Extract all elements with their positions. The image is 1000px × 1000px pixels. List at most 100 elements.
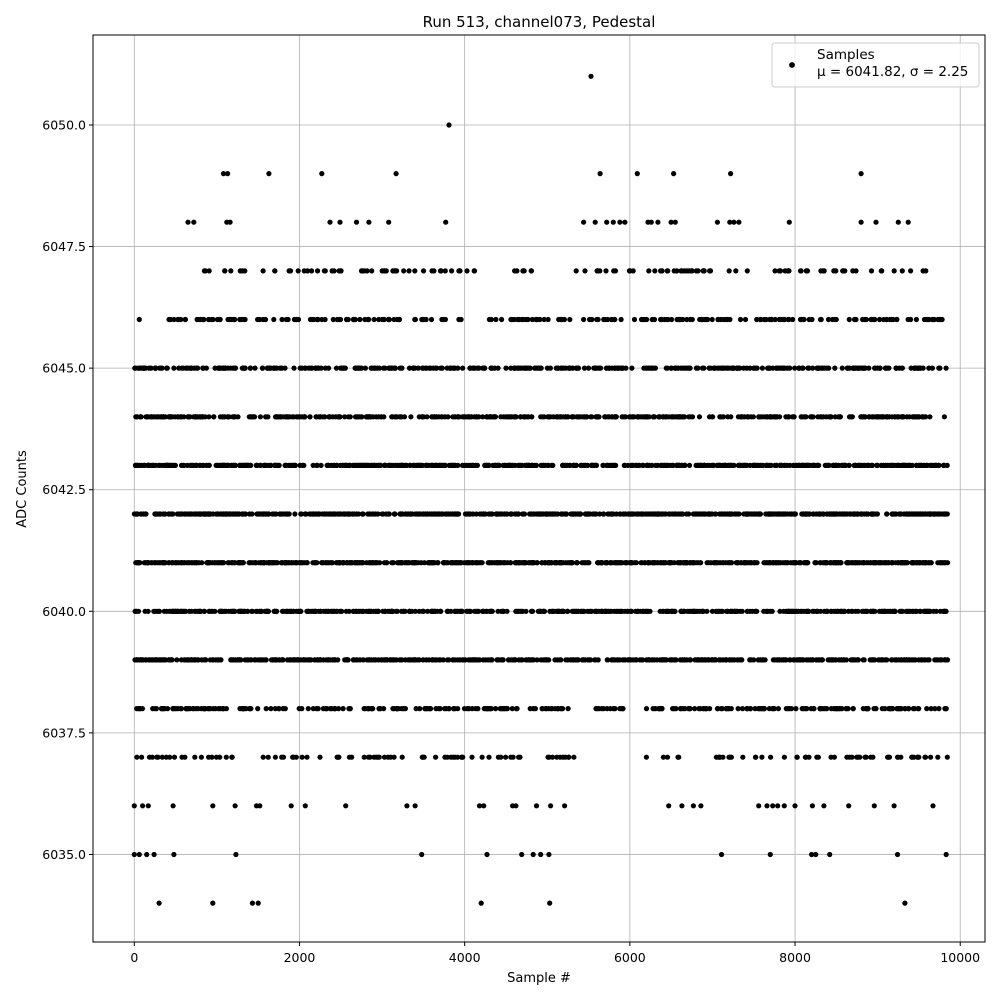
data-point — [827, 851, 833, 858]
data-point — [166, 560, 172, 566]
data-point — [346, 608, 352, 614]
data-point — [448, 608, 454, 614]
data-point — [582, 560, 588, 566]
data-point — [671, 268, 677, 274]
data-point — [220, 706, 226, 712]
data-point — [206, 754, 212, 760]
data-point — [767, 560, 773, 566]
data-point — [894, 851, 901, 858]
data-point — [508, 754, 514, 760]
data-point — [839, 365, 845, 371]
data-point — [253, 560, 259, 566]
data-point — [758, 414, 764, 420]
legend-stats: μ = 6041.82, σ = 2.25 — [817, 64, 968, 80]
data-point — [702, 511, 708, 517]
data-point — [467, 608, 473, 614]
data-point — [132, 365, 138, 371]
data-point — [279, 316, 285, 323]
data-point — [206, 268, 212, 274]
data-point — [546, 851, 552, 858]
data-point — [751, 511, 757, 517]
data-point — [274, 414, 280, 420]
data-point — [235, 414, 241, 420]
data-point — [841, 462, 848, 468]
data-point — [401, 414, 408, 420]
data-point — [824, 365, 830, 371]
data-point — [200, 365, 206, 371]
data-point — [615, 657, 621, 663]
data-point — [516, 657, 522, 663]
data-point — [558, 560, 565, 566]
data-point — [315, 268, 321, 274]
data-point — [473, 608, 479, 614]
data-point — [472, 414, 478, 420]
data-point — [389, 560, 395, 566]
data-point — [486, 754, 492, 760]
y-axis-ticks: 6035.06037.56040.06042.56045.06047.56050… — [42, 117, 93, 862]
data-point — [655, 560, 661, 566]
data-point — [282, 706, 288, 712]
data-point — [356, 608, 362, 614]
data-point — [629, 462, 636, 468]
data-point — [212, 608, 218, 614]
data-point — [507, 560, 514, 566]
data-point — [207, 657, 213, 663]
data-point — [685, 365, 691, 371]
data-point — [394, 560, 400, 566]
data-point — [695, 657, 701, 663]
data-point — [777, 268, 784, 274]
legend-marker — [789, 62, 795, 68]
data-point — [926, 316, 932, 323]
data-point — [314, 511, 320, 517]
data-point — [426, 657, 432, 663]
data-point — [605, 657, 611, 663]
data-point — [484, 851, 490, 858]
data-point — [942, 657, 949, 663]
data-point — [828, 414, 834, 420]
data-point — [828, 511, 835, 517]
data-point — [229, 754, 235, 760]
data-point — [478, 900, 484, 906]
data-point — [768, 316, 774, 323]
data-point — [406, 608, 412, 614]
data-point — [619, 706, 625, 712]
data-point — [541, 316, 547, 323]
data-point — [856, 462, 862, 468]
data-point — [134, 511, 140, 517]
data-point — [338, 608, 344, 614]
data-point — [853, 316, 859, 323]
data-point — [520, 511, 526, 517]
data-point — [842, 608, 848, 614]
data-point — [644, 511, 650, 517]
data-point — [464, 268, 470, 274]
data-point — [823, 608, 830, 614]
data-point — [894, 657, 900, 663]
data-point — [645, 608, 651, 614]
data-point — [239, 462, 245, 468]
data-point — [939, 316, 945, 323]
data-point — [248, 657, 254, 663]
data-point — [319, 316, 325, 323]
data-point — [828, 706, 834, 712]
data-point — [162, 511, 168, 517]
data-point — [463, 462, 469, 468]
data-point — [727, 754, 733, 760]
data-point — [701, 462, 708, 468]
data-point — [736, 219, 742, 225]
data-point — [213, 754, 219, 760]
data-point — [877, 365, 883, 371]
data-point — [272, 560, 278, 566]
data-point — [501, 560, 507, 566]
data-point — [592, 462, 599, 468]
data-point — [526, 657, 532, 663]
data-point — [388, 462, 395, 468]
data-point — [932, 511, 939, 517]
data-point — [723, 560, 729, 566]
data-point — [552, 657, 558, 663]
data-point — [677, 414, 683, 420]
data-point — [228, 268, 234, 274]
data-point — [798, 316, 805, 323]
data-point — [335, 560, 341, 566]
data-point — [844, 560, 850, 566]
data-point — [818, 560, 824, 566]
